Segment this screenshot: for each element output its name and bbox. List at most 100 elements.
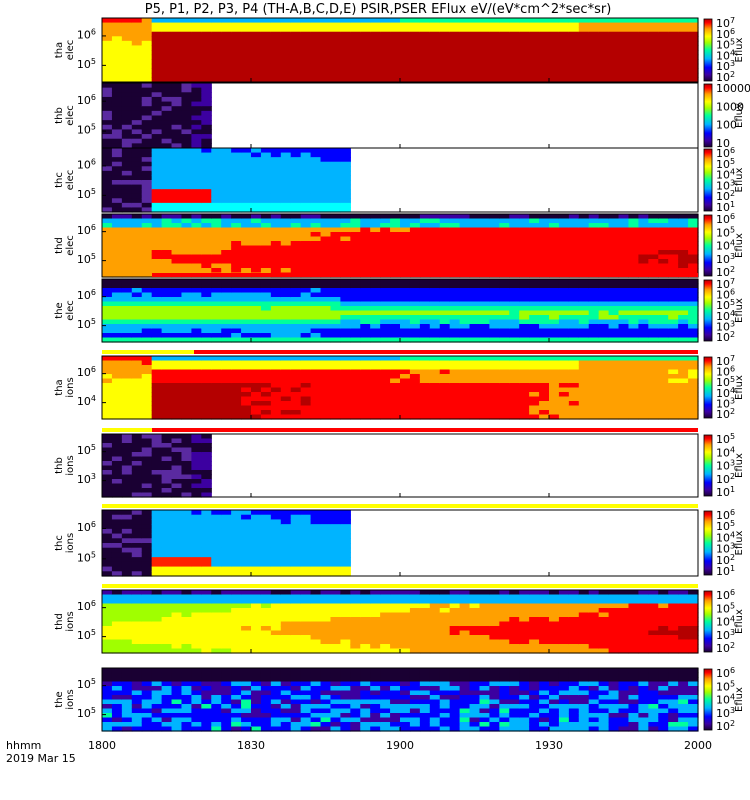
colorbar-tick-label: 107 (716, 277, 735, 291)
data-cell (370, 259, 381, 265)
data-cell (668, 374, 679, 380)
data-cell (251, 566, 262, 572)
data-cell (459, 288, 471, 294)
data-cell (350, 263, 361, 269)
data-cell (131, 461, 143, 467)
data-cell (201, 447, 212, 453)
data-cell (300, 148, 312, 154)
data-cell (400, 387, 411, 393)
data-cell (578, 236, 590, 242)
data-cell (241, 603, 252, 609)
data-cell (211, 180, 222, 186)
data-cell (121, 492, 133, 498)
data-cell (658, 223, 669, 229)
data-cell (459, 383, 471, 389)
data-cell (390, 648, 401, 654)
data-cell (231, 40, 242, 47)
data-cell (260, 250, 272, 256)
data-cell (409, 383, 421, 389)
data-cell (280, 157, 292, 163)
data-cell (290, 59, 302, 65)
data-cell (121, 40, 133, 47)
data-cell (688, 414, 699, 420)
data-cell (688, 254, 699, 260)
data-cell (429, 360, 441, 366)
data-cell (459, 241, 471, 247)
data-cell (390, 236, 401, 242)
data-cell (211, 40, 222, 47)
data-cell (131, 72, 143, 79)
data-cell (688, 319, 699, 325)
data-cell (131, 571, 143, 577)
data-cell (479, 250, 490, 256)
data-cell (310, 157, 322, 163)
data-cell (340, 603, 351, 609)
data-cell (429, 324, 441, 330)
data-cell (310, 45, 322, 51)
data-cell (310, 31, 322, 37)
data-cell (141, 434, 153, 440)
data-cell (648, 283, 659, 289)
data-cell (658, 360, 669, 366)
data-cell (310, 263, 322, 269)
data-cell (161, 630, 173, 636)
data-cell (558, 72, 570, 79)
data-cell (350, 617, 361, 623)
data-cell (678, 306, 689, 312)
data-cell (390, 259, 401, 265)
data-cell (310, 189, 322, 195)
data-cell (231, 227, 242, 233)
data-cell (181, 241, 192, 247)
data-cell (161, 241, 173, 247)
data-cell (290, 538, 302, 544)
data-cell (260, 547, 272, 554)
data-cell (171, 288, 183, 294)
data-cell (578, 328, 590, 334)
data-cell (320, 250, 332, 256)
data-cell (400, 218, 411, 224)
data-cell (102, 50, 113, 56)
data-cell (320, 571, 332, 577)
data-cell (678, 227, 689, 233)
data-cell (251, 268, 262, 274)
panel-species-label: elec (65, 235, 76, 256)
data-cell (390, 31, 401, 37)
data-cell (111, 648, 123, 654)
spectrogram-image (102, 18, 699, 83)
data-cell (201, 31, 212, 37)
data-cell (340, 152, 351, 158)
data-cell (578, 356, 590, 362)
data-cell (241, 599, 252, 605)
data-cell (251, 356, 262, 362)
data-cell (658, 72, 669, 79)
data-cell (638, 310, 649, 316)
data-cell (102, 263, 113, 269)
data-cell (360, 319, 371, 325)
data-cell (658, 40, 669, 47)
data-cell (439, 218, 451, 224)
data-cell (280, 543, 292, 549)
data-cell (360, 241, 371, 247)
data-cell (688, 36, 699, 42)
data-cell (439, 401, 451, 407)
data-cell (201, 470, 212, 476)
data-cell (429, 337, 441, 343)
data-cell (350, 297, 361, 303)
data-cell (558, 263, 570, 269)
data-cell (251, 198, 262, 204)
data-cell (529, 328, 540, 334)
data-cell (400, 626, 411, 632)
data-cell (231, 250, 242, 256)
data-cell (539, 45, 550, 51)
data-cell (539, 223, 550, 229)
data-cell (628, 337, 639, 343)
data-cell (260, 161, 272, 167)
data-cell (111, 383, 123, 389)
data-cell (121, 510, 133, 516)
data-cell (499, 22, 510, 28)
data-cell (121, 87, 133, 93)
data-cell (628, 250, 639, 256)
data-cell (340, 552, 351, 558)
data-cell (360, 283, 371, 289)
data-cell (131, 612, 143, 618)
